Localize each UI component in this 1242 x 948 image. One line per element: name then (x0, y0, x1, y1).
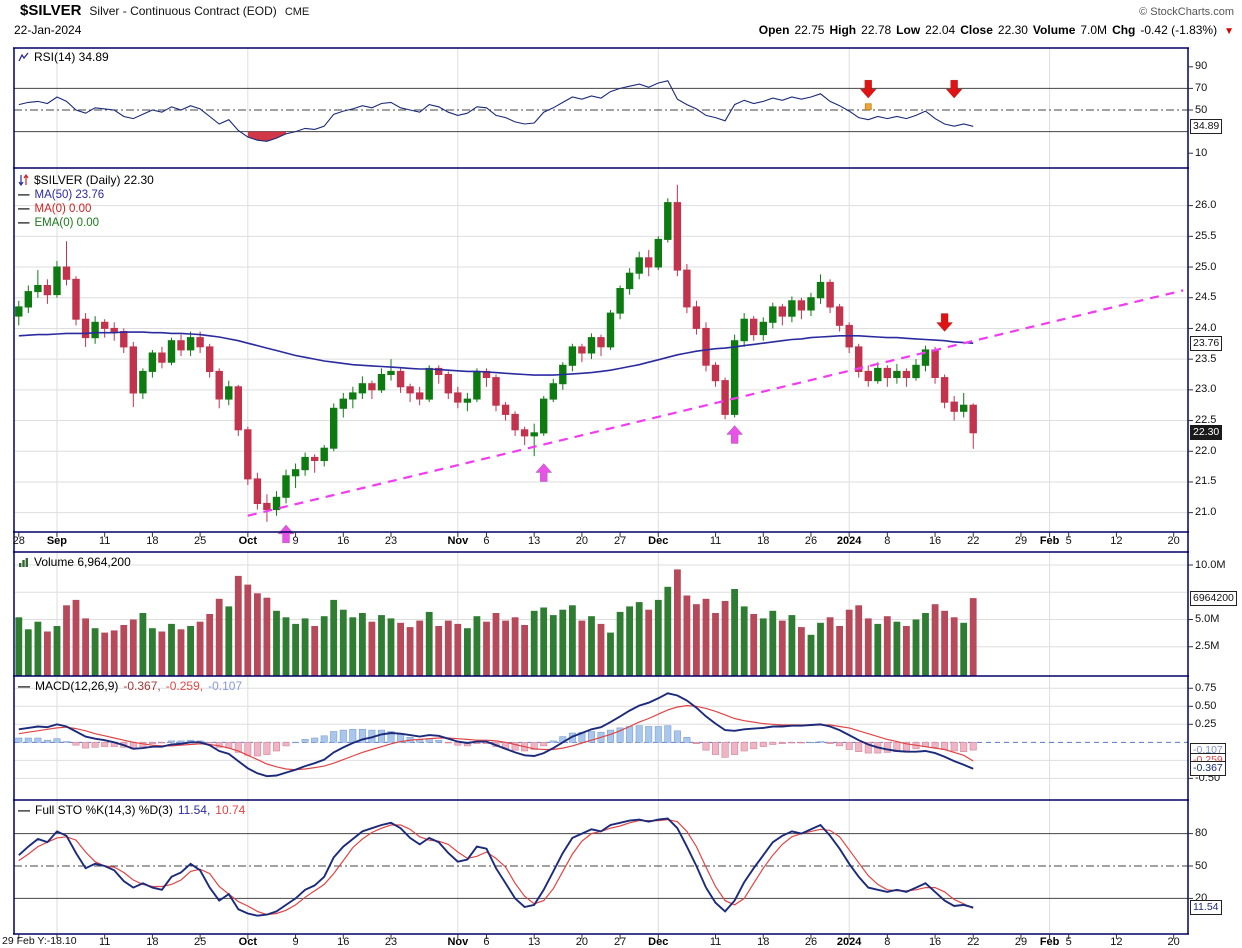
symbol: $SILVER (20, 2, 82, 19)
price-title-row: $SILVER (Daily) 22.30 (18, 173, 154, 187)
low-value: 22.04 (925, 23, 956, 37)
macd-title-row: — MACD(12,26,9) -0.367, -0.259, -0.107 (18, 679, 242, 693)
macd-value-1: -0.367, (123, 679, 161, 693)
sto-value-d: 10.74 (215, 803, 246, 817)
bottom-left-readout: 29 Feb Y:-18.10 (2, 935, 77, 947)
ema0-legend: — EMA(0) 0.00 (18, 217, 99, 229)
macd-value-3: -0.107 (208, 679, 243, 693)
ema0-legend-label: EMA(0) 0.00 (34, 217, 100, 229)
ema0-line-swatch: — (18, 217, 30, 229)
chart-header: $SILVER Silver - Continuous Contract (EO… (20, 2, 1234, 19)
close-label: Close (960, 23, 993, 37)
change-down-icon: ▼ (1224, 26, 1234, 37)
ma50-legend: — MA(50) 23.76 (18, 189, 104, 201)
macd-title: MACD(12,26,9) (35, 679, 119, 693)
sto-line-swatch: — (18, 803, 30, 817)
open-value: 22.75 (794, 23, 825, 37)
macd-line-swatch: — (18, 679, 30, 693)
price-title: $SILVER (Daily) 22.30 (34, 173, 154, 187)
ma0-line-swatch: — (18, 203, 30, 215)
ma0-legend-label: MA(0) 0.00 (34, 203, 92, 215)
price-panel-icon (18, 174, 29, 186)
volume-title: Volume 6,964,200 (34, 555, 131, 569)
chg-value: -0.42 (-1.83%) (1140, 23, 1218, 37)
ohlc-quote: Open 22.75 High 22.78 Low 22.04 Close 22… (759, 23, 1234, 37)
volume-value: 7.0M (1080, 23, 1108, 37)
sto-title: Full STO %K(14,3) %D(3) (35, 803, 173, 817)
ma50-legend-label: MA(50) 23.76 (34, 189, 105, 201)
chg-label: Chg (1112, 23, 1136, 37)
macd-value-2: -0.259, (165, 679, 204, 693)
volume-label: Volume (1032, 23, 1076, 37)
low-label: Low (896, 23, 921, 37)
rsi-title-row: RSI(14) 34.89 (18, 50, 109, 64)
open-label: Open (758, 23, 790, 37)
sto-value-k: 11.54, (177, 803, 211, 817)
quote-row: 22-Jan-2024 Open 22.75 High 22.78 Low 22… (14, 23, 1234, 37)
high-value: 22.78 (861, 23, 892, 37)
sto-title-row: — Full STO %K(14,3) %D(3) 11.54, 10.74 (18, 803, 245, 817)
exchange: CME (284, 6, 310, 18)
high-label: High (829, 23, 857, 37)
ma50-line-swatch: — (18, 189, 30, 201)
close-value: 22.30 (997, 23, 1028, 37)
copyright: © StockCharts.com (1139, 6, 1234, 18)
rsi-title: RSI(14) 34.89 (34, 50, 109, 64)
ma0-legend: — MA(0) 0.00 (18, 203, 91, 215)
volume-title-row: Volume 6,964,200 (18, 555, 131, 569)
chart-date: 22-Jan-2024 (14, 23, 82, 37)
volume-panel-icon (18, 557, 29, 568)
rsi-panel-icon (18, 52, 29, 63)
symbol-description: Silver - Continuous Contract (EOD) (89, 4, 277, 18)
